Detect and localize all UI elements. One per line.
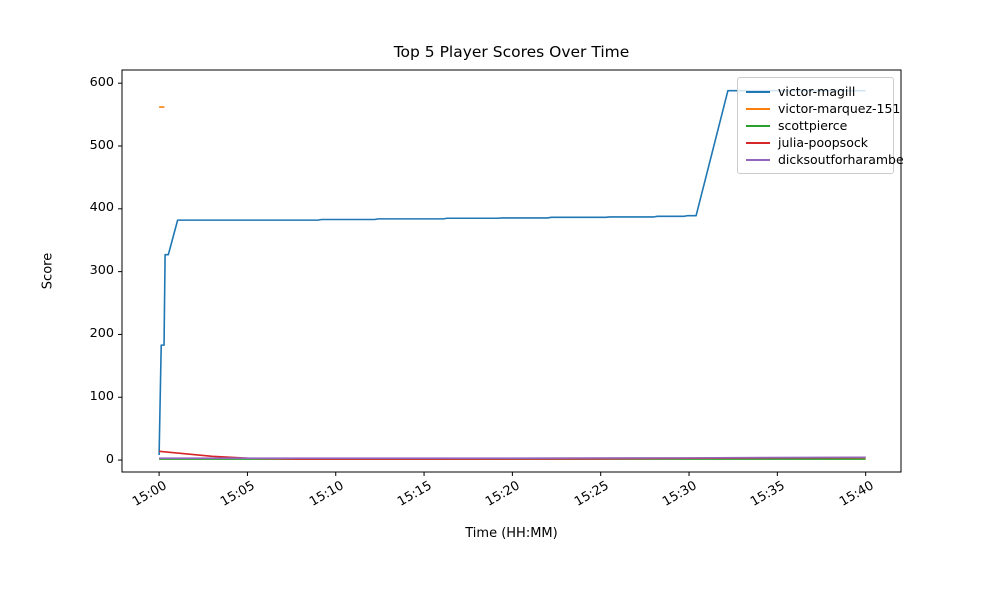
y-tick-label: 600 bbox=[89, 74, 114, 90]
legend-entry: julia-poopsock bbox=[746, 134, 885, 151]
y-tick-label: 200 bbox=[89, 325, 114, 341]
y-tick-label: 300 bbox=[89, 263, 114, 279]
y-tick-label: 100 bbox=[89, 388, 114, 404]
legend-line-sample bbox=[746, 107, 770, 110]
axes-frame bbox=[121, 69, 902, 473]
legend-entry-label: victor-magill bbox=[778, 84, 856, 99]
legend-line-sample bbox=[746, 158, 770, 161]
y-tick-label: 0 bbox=[105, 451, 114, 467]
y-tick-label: 500 bbox=[89, 137, 114, 153]
legend-entry-label: dicksoutforharambe bbox=[778, 152, 904, 167]
legend-entry-label: victor-marquez-151 bbox=[778, 101, 901, 116]
legend-entry-label: julia-poopsock bbox=[778, 135, 868, 150]
legend-entry: victor-magill bbox=[746, 83, 885, 100]
series-line-dicksoutforharambe bbox=[159, 456, 866, 459]
legend-entry: dicksoutforharambe bbox=[746, 151, 904, 168]
legend-line-sample bbox=[746, 90, 770, 93]
legend-line-sample bbox=[746, 124, 770, 127]
legend-entry: victor-marquez-151 bbox=[746, 100, 900, 117]
chart-title: Top 5 Player Scores Over Time bbox=[393, 43, 630, 61]
legend-line-sample bbox=[746, 141, 770, 144]
legend-entry-label: scottpierce bbox=[778, 118, 848, 133]
legend-entry: scottpierce bbox=[746, 117, 885, 134]
legend: victor-magill victor-marquez-151 scottpier… bbox=[737, 77, 904, 174]
x-axis-label: Time (HH:MM) bbox=[465, 526, 558, 541]
series-line-victor-magill bbox=[158, 89, 866, 456]
y-axis-label: Score bbox=[40, 252, 56, 290]
y-tick-label: 400 bbox=[89, 200, 114, 216]
